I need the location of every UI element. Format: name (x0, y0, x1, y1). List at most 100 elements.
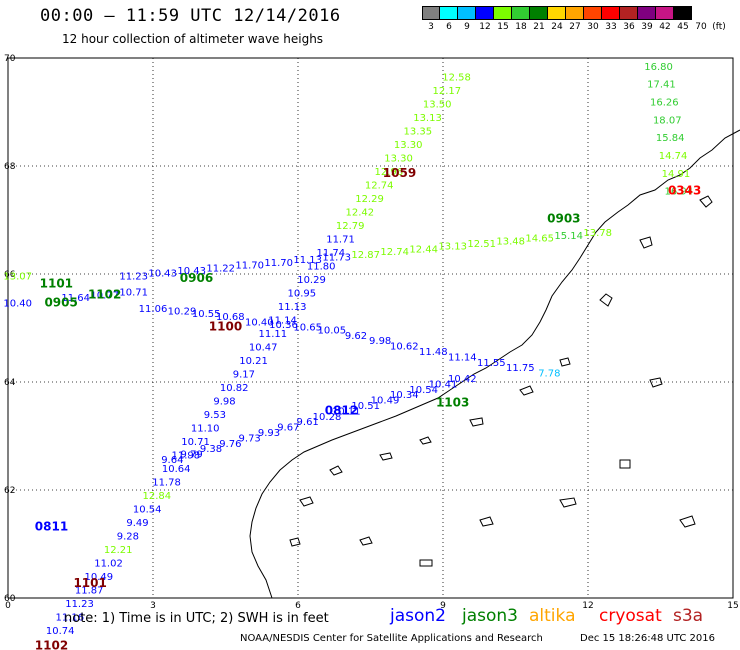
color-swatch (476, 6, 494, 20)
wave-height-value: 11.13 (293, 255, 322, 266)
wave-height-value: 12.17 (433, 86, 462, 97)
wave-height-value: 13.30 (384, 154, 413, 165)
island-outline (639, 236, 653, 249)
wave-height-value: 11.80 (307, 262, 336, 273)
wave-height-value: 11.64 (61, 293, 90, 304)
wave-height-value: 10.05 (318, 325, 347, 336)
pass-time-label: 1101 (40, 277, 73, 291)
wave-height-value: 9.17 (233, 370, 255, 381)
color-scale-label: 24 (551, 22, 563, 32)
pass-time-label: 1102 (88, 287, 121, 301)
wave-height-value: 11.74 (317, 248, 346, 259)
y-tick-label: 70 (4, 54, 16, 64)
wave-height-value: 12.21 (104, 545, 133, 556)
satellite-label-cryosat: cryosat (599, 606, 662, 626)
wave-height-value: 12.58 (442, 73, 471, 84)
note-text: note: 1) Time is in UTC; 2) SWH is in fe… (64, 611, 329, 626)
color-scale-label: 21 (533, 22, 545, 32)
island-outline (679, 515, 696, 528)
color-scale-label: 70 (695, 22, 707, 32)
color-swatch (458, 6, 476, 20)
wave-height-value: 10.71 (119, 288, 148, 299)
wave-height-value: 10.34 (390, 390, 419, 401)
island-outline (379, 452, 393, 461)
island-outline (559, 357, 571, 367)
wave-height-value: 9.38 (200, 444, 222, 455)
wave-height-value: 11.23 (65, 599, 94, 610)
pass-time-label: 1101 (73, 576, 106, 590)
pass-time-label: 1103 (436, 395, 469, 409)
wave-height-value: 11.75 (506, 363, 535, 374)
wave-height-value: 10.49 (371, 396, 400, 407)
color-scale-label: 42 (659, 22, 671, 32)
color-scale-label: 3 (428, 22, 434, 32)
color-scale-label: (ft) (712, 22, 726, 32)
satellite-label-jason2: jason2 (390, 606, 446, 626)
island-outline (699, 195, 713, 208)
wave-height-value: 11.14 (448, 352, 477, 363)
wave-height-value: 13.13 (438, 242, 467, 253)
wave-height-value: 11.13 (278, 302, 307, 313)
plot-frame (7, 57, 734, 599)
wave-height-value: 9.76 (219, 439, 241, 450)
x-tick-label: 9 (440, 601, 446, 611)
wave-height-value: 12.87 (351, 250, 380, 261)
wave-height-value: 10.40 (245, 317, 274, 328)
wave-height-value: 13.48 (496, 236, 525, 247)
color-swatch (512, 6, 530, 20)
wave-height-value: 11.22 (206, 263, 235, 274)
wave-height-value: 9.53 (204, 410, 226, 421)
wave-height-value: 14.91 (662, 169, 691, 180)
y-tick-label: 64 (4, 378, 16, 388)
color-swatch (656, 6, 674, 20)
pass-time-label: 1059 (383, 166, 416, 180)
wave-height-value: 12.51 (467, 239, 496, 250)
color-scale-label: 18 (515, 22, 527, 32)
color-scale-label: 45 (677, 22, 689, 32)
wave-height-value: 10.95 (288, 289, 317, 300)
wave-height-value: 12.29 (355, 194, 384, 205)
wave-height-value: 12.84 (143, 491, 172, 502)
color-scale-label: 27 (569, 22, 581, 32)
color-swatch (674, 6, 692, 20)
island-outline (519, 385, 534, 396)
color-swatch (566, 6, 584, 20)
wave-height-value: 13.07 (3, 271, 32, 282)
island-outline (359, 536, 373, 546)
pass-time-label: 1100 (209, 320, 242, 334)
wave-height-value: 9.98 (213, 397, 235, 408)
wave-height-value: 13.50 (423, 100, 452, 111)
y-tick-label: 60 (4, 594, 16, 604)
wave-height-value: 13.78 (583, 228, 612, 239)
color-scale-label: 33 (605, 22, 617, 32)
wave-height-value: 10.29 (168, 307, 197, 318)
wave-height-value: 10.43 (177, 266, 206, 277)
wave-height-value: 10.82 (220, 383, 249, 394)
wave-height-value: 11.10 (191, 424, 220, 435)
wave-height-value: 9.28 (117, 532, 139, 543)
y-tick-label: 66 (4, 270, 16, 280)
color-swatch (602, 6, 620, 20)
wave-height-value: 10.40 (3, 298, 32, 309)
wave-height-value: 11.11 (259, 329, 288, 340)
wave-height-value: 9.79 (181, 450, 203, 461)
page-title: 00:00 – 11:59 UTC 12/14/2016 (40, 6, 341, 26)
x-tick-label: 6 (295, 601, 301, 611)
wave-height-value: 16.80 (644, 62, 673, 73)
wave-height-value: 11.87 (75, 586, 104, 597)
island-outline (299, 496, 314, 507)
color-swatch (530, 6, 548, 20)
wave-height-value: 10.55 (192, 309, 221, 320)
wave-height-value: 9.61 (297, 417, 319, 428)
x-tick-label: 12 (582, 601, 593, 611)
wave-height-value: 10.54 (133, 505, 162, 516)
wave-height-value: 11.73 (322, 253, 351, 264)
wave-height-value: 11.55 (477, 358, 506, 369)
wave-height-value: 11.06 (139, 304, 168, 315)
island-outline (619, 459, 631, 469)
wave-height-value: 9.93 (258, 428, 280, 439)
color-swatch (494, 6, 512, 20)
wave-height-value: 11.48 (419, 347, 448, 358)
color-scale-label: 12 (479, 22, 491, 32)
